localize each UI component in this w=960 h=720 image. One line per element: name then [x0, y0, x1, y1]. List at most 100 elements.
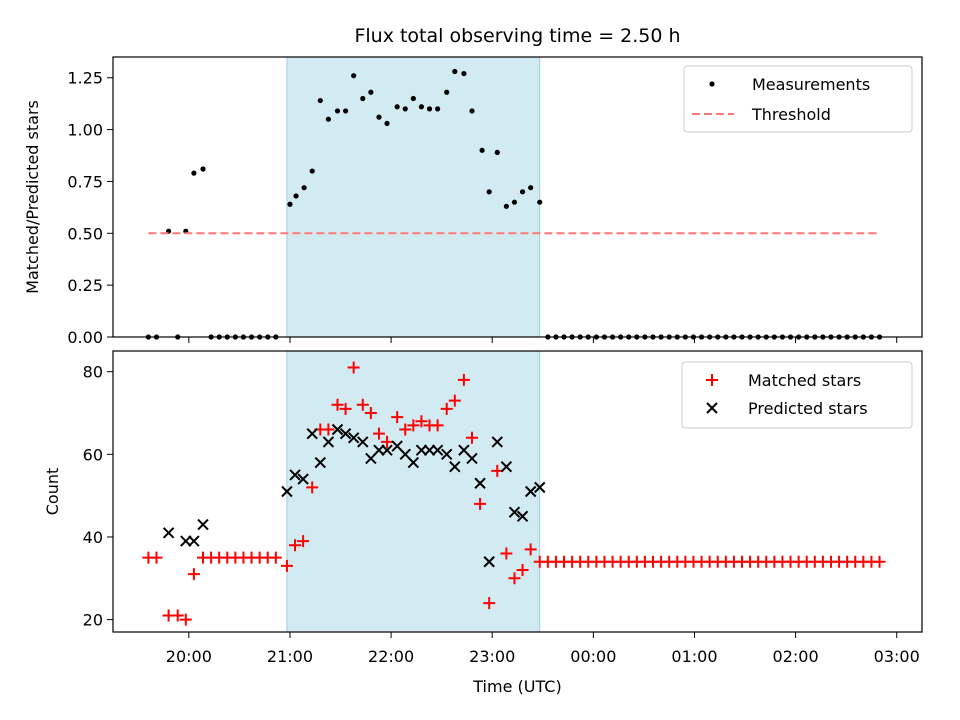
count-panel: 20 40 60 80 20:00 21:00 22:00 23:00 00:00 01:00 0… — [43, 350, 923, 666]
predicted-stars-point — [339, 427, 352, 440]
matched-stars-point — [500, 547, 513, 560]
predicted-stars-point — [524, 485, 537, 498]
matched-stars-point — [297, 535, 310, 548]
predicted-stars-point — [281, 485, 293, 498]
measurements-point — [325, 116, 331, 122]
matched-stars-point — [306, 481, 319, 494]
predicted-stars-point — [331, 423, 344, 436]
matched-stars-point — [356, 398, 369, 411]
predicted-stars-point — [534, 481, 546, 494]
predicted-stars-point — [373, 444, 385, 456]
ratio-y-axis-label: Matched/Predicted stars — [23, 100, 42, 294]
matched-stars-point — [465, 431, 478, 444]
matched-stars-point — [381, 435, 394, 448]
measurements-point — [444, 89, 450, 95]
ratio-y-tick-label: 0.50 — [67, 224, 103, 243]
ratio-y-tick-label: 1.25 — [67, 69, 103, 88]
measurements-point — [503, 203, 509, 209]
matched-stars-point — [457, 373, 470, 386]
count-legend-box — [681, 361, 913, 429]
count-y-axis-label: Count — [43, 468, 62, 516]
count-legend: Matched stars Predicted stars — [681, 361, 913, 429]
predicted-stars-point — [431, 444, 444, 456]
count-y-tick-label: 80 — [83, 363, 103, 382]
measurements-point — [384, 120, 390, 126]
measurements-point — [426, 106, 433, 112]
x-axis-label: Time (UTC) — [472, 677, 561, 696]
x-tick-label: 20:00 — [166, 647, 212, 666]
matched-stars-point — [171, 609, 184, 622]
matched-stars-point — [431, 419, 444, 432]
matched-stars-point — [280, 559, 293, 572]
measurements-point — [469, 108, 475, 114]
matched-stars-point — [508, 572, 521, 585]
legend-threshold-label: Threshold — [751, 105, 831, 124]
predicted-stars-point — [180, 535, 192, 547]
ratio-observing-window — [286, 56, 541, 338]
count-marks — [142, 361, 886, 626]
measurements-point — [452, 68, 458, 75]
predicted-stars-point — [162, 527, 175, 539]
matched-stars-point — [289, 539, 302, 552]
predicted-stars-point — [483, 556, 495, 568]
measurements-point — [287, 201, 293, 207]
predicted-stars-point — [297, 473, 309, 485]
measurements-point — [360, 95, 366, 102]
legend-measurements-label: Measurements — [752, 75, 870, 94]
chart-title: Flux total observing time = 2.50 h — [354, 25, 680, 47]
predicted-stars-point — [441, 448, 453, 461]
measurements-point — [461, 70, 467, 77]
measurements-point — [519, 189, 526, 195]
matched-stars-point — [364, 406, 377, 419]
matched-stars-point — [873, 555, 886, 568]
measurements-point — [317, 97, 323, 104]
legend-matched-label: Matched stars — [748, 371, 861, 390]
measurements-point — [435, 106, 441, 112]
measurements-point — [479, 147, 485, 153]
ratio-legend: Measurements Threshold — [683, 65, 913, 133]
x-tick-label: 01:00 — [671, 647, 717, 666]
measurements-point — [494, 149, 500, 156]
predicted-stars-point — [474, 477, 486, 489]
predicted-stars-point — [197, 518, 209, 531]
measurements-point — [200, 166, 206, 172]
measurements-point — [528, 185, 534, 191]
x-tick-label: 23:00 — [469, 647, 515, 666]
ratio-y-tick-label: 1.00 — [67, 121, 103, 140]
matched-stars-point — [474, 497, 487, 510]
measurements-point — [191, 170, 197, 176]
predicted-stars-point — [381, 444, 393, 456]
measurements-point — [309, 168, 315, 174]
matched-stars-point — [179, 613, 192, 626]
predicted-stars-point — [466, 452, 478, 465]
x-tick-label: 03:00 — [874, 647, 920, 666]
predicted-stars-point — [314, 456, 327, 469]
matched-stars-point — [415, 415, 428, 428]
measurements-point — [537, 199, 543, 205]
measurements-point — [301, 185, 307, 191]
matched-stars-point — [339, 402, 352, 415]
matched-stars-point — [483, 597, 496, 610]
count-y-axis: 20 40 60 80 — [83, 363, 113, 630]
measurements-point — [410, 95, 416, 102]
predicted-stars-point — [491, 436, 503, 448]
predicted-stars-point — [289, 469, 301, 481]
predicted-stars-point — [500, 460, 513, 473]
predicted-stars-point — [322, 436, 335, 448]
x-tick-label: 21:00 — [267, 647, 313, 666]
predicted-stars-point — [423, 444, 436, 456]
count-y-tick-label: 60 — [83, 445, 103, 464]
x-tick-label: 00:00 — [570, 647, 616, 666]
ratio-legend-box — [683, 65, 913, 133]
legend-predicted-marker — [706, 402, 718, 414]
measurements-point — [376, 114, 382, 120]
matched-stars-point — [440, 402, 453, 415]
ratio-panel: 0.00 0.25 0.50 0.75 1.00 1.25 Matched/Predict… — [23, 56, 923, 347]
matched-stars-point — [391, 411, 404, 424]
matched-stars-point — [516, 564, 529, 577]
ratio-x-ticks — [188, 337, 898, 343]
predicted-stars-point — [357, 436, 369, 448]
x-tick-label: 22:00 — [368, 647, 414, 666]
matched-stars-point — [347, 361, 360, 374]
matched-stars-point — [524, 543, 537, 556]
